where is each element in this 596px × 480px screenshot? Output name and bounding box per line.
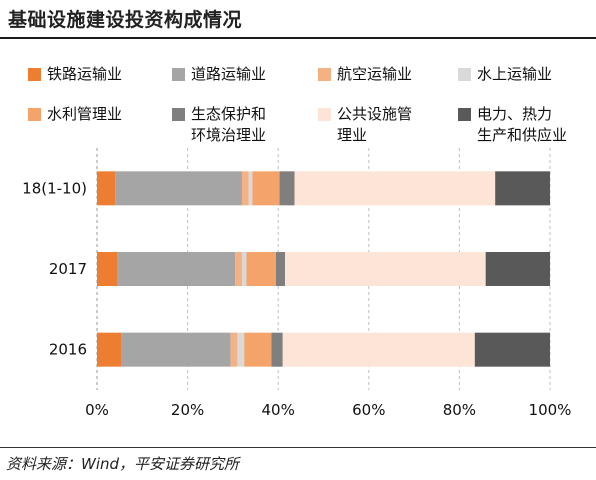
bar-segment bbox=[230, 332, 238, 367]
bar-segment bbox=[97, 171, 116, 206]
legend-swatch bbox=[318, 108, 331, 121]
legend-item: 道路运输业 bbox=[172, 64, 266, 85]
legend-swatch bbox=[172, 108, 185, 121]
legend-swatch bbox=[458, 108, 471, 121]
category-label: 2017 bbox=[49, 260, 87, 278]
x-tick-label: 60% bbox=[352, 401, 385, 419]
legend-label: 水上运输业 bbox=[477, 65, 553, 83]
bar-segment bbox=[294, 171, 496, 206]
bar-segment bbox=[117, 252, 236, 286]
legend-label: 道路运输业 bbox=[191, 65, 267, 83]
category-label: 2016 bbox=[49, 341, 87, 359]
legend-swatch bbox=[28, 68, 41, 81]
stacked-bar-chart: 0% 20% 40% 60% 80% 100% 18(1-10) 2017 2016 bbox=[22, 148, 572, 419]
legend-label: 航空运输业 bbox=[337, 65, 413, 83]
legend-label: 铁路运输业 bbox=[47, 65, 123, 83]
bar-segment bbox=[97, 332, 122, 367]
bar-segment bbox=[241, 252, 247, 286]
bar-segment bbox=[237, 332, 245, 367]
bar-segment bbox=[495, 171, 550, 206]
bar-segment bbox=[235, 252, 242, 286]
footer-divider bbox=[0, 447, 596, 448]
bar-segment bbox=[279, 171, 295, 206]
chart-title: 基础设施建设投资构成情况 bbox=[8, 9, 243, 31]
x-tick-label: 100% bbox=[529, 401, 572, 419]
title-divider bbox=[0, 37, 596, 39]
legend-item: 铁路运输业 bbox=[28, 64, 122, 85]
legend-item: 生态保护和 环境治理业 bbox=[172, 104, 266, 146]
legend-label: 水利管理业 bbox=[47, 105, 123, 123]
x-tick-label: 20% bbox=[171, 401, 204, 419]
legend-swatch bbox=[28, 108, 41, 121]
bar-segment bbox=[244, 332, 272, 367]
bar-segment bbox=[282, 332, 475, 367]
legend-swatch bbox=[318, 68, 331, 81]
bar-segment bbox=[246, 252, 276, 286]
bar-segment bbox=[248, 171, 253, 206]
category-label: 18(1-10) bbox=[22, 179, 87, 197]
legend-label: 电力、热力 生产和供应业 bbox=[477, 105, 568, 144]
legend-item: 水上运输业 bbox=[458, 64, 552, 85]
legend-label: 公共设施管 理业 bbox=[337, 105, 413, 144]
bar-segment bbox=[121, 332, 231, 367]
x-tick-label: 0% bbox=[85, 401, 109, 419]
bar-segment bbox=[241, 171, 249, 206]
source-note: 资料来源：Wind，平安证券研究所 bbox=[6, 455, 240, 473]
bar-segment bbox=[252, 171, 280, 206]
x-tick-label: 40% bbox=[262, 401, 295, 419]
bar-segment bbox=[474, 332, 550, 367]
bar-segment bbox=[485, 252, 550, 286]
legend-item: 公共设施管 理业 bbox=[318, 104, 412, 146]
bar-segment bbox=[97, 252, 118, 286]
bar-segment bbox=[275, 252, 285, 286]
legend-swatch bbox=[458, 68, 471, 81]
chart-legend: 铁路运输业 道路运输业 航空运输业 水上运输业水利管理业 生态保护和 环境治理业 公共设施… bbox=[0, 64, 596, 154]
bar-segment bbox=[115, 171, 242, 206]
legend-item: 电力、热力 生产和供应业 bbox=[458, 104, 567, 146]
bar-segment bbox=[271, 332, 283, 367]
legend-swatch bbox=[172, 68, 185, 81]
x-tick-label: 80% bbox=[443, 401, 476, 419]
legend-item: 航空运输业 bbox=[318, 64, 412, 85]
legend-label: 生态保护和 环境治理业 bbox=[191, 105, 267, 144]
bar-segment bbox=[284, 252, 486, 286]
legend-item: 水利管理业 bbox=[28, 104, 122, 125]
